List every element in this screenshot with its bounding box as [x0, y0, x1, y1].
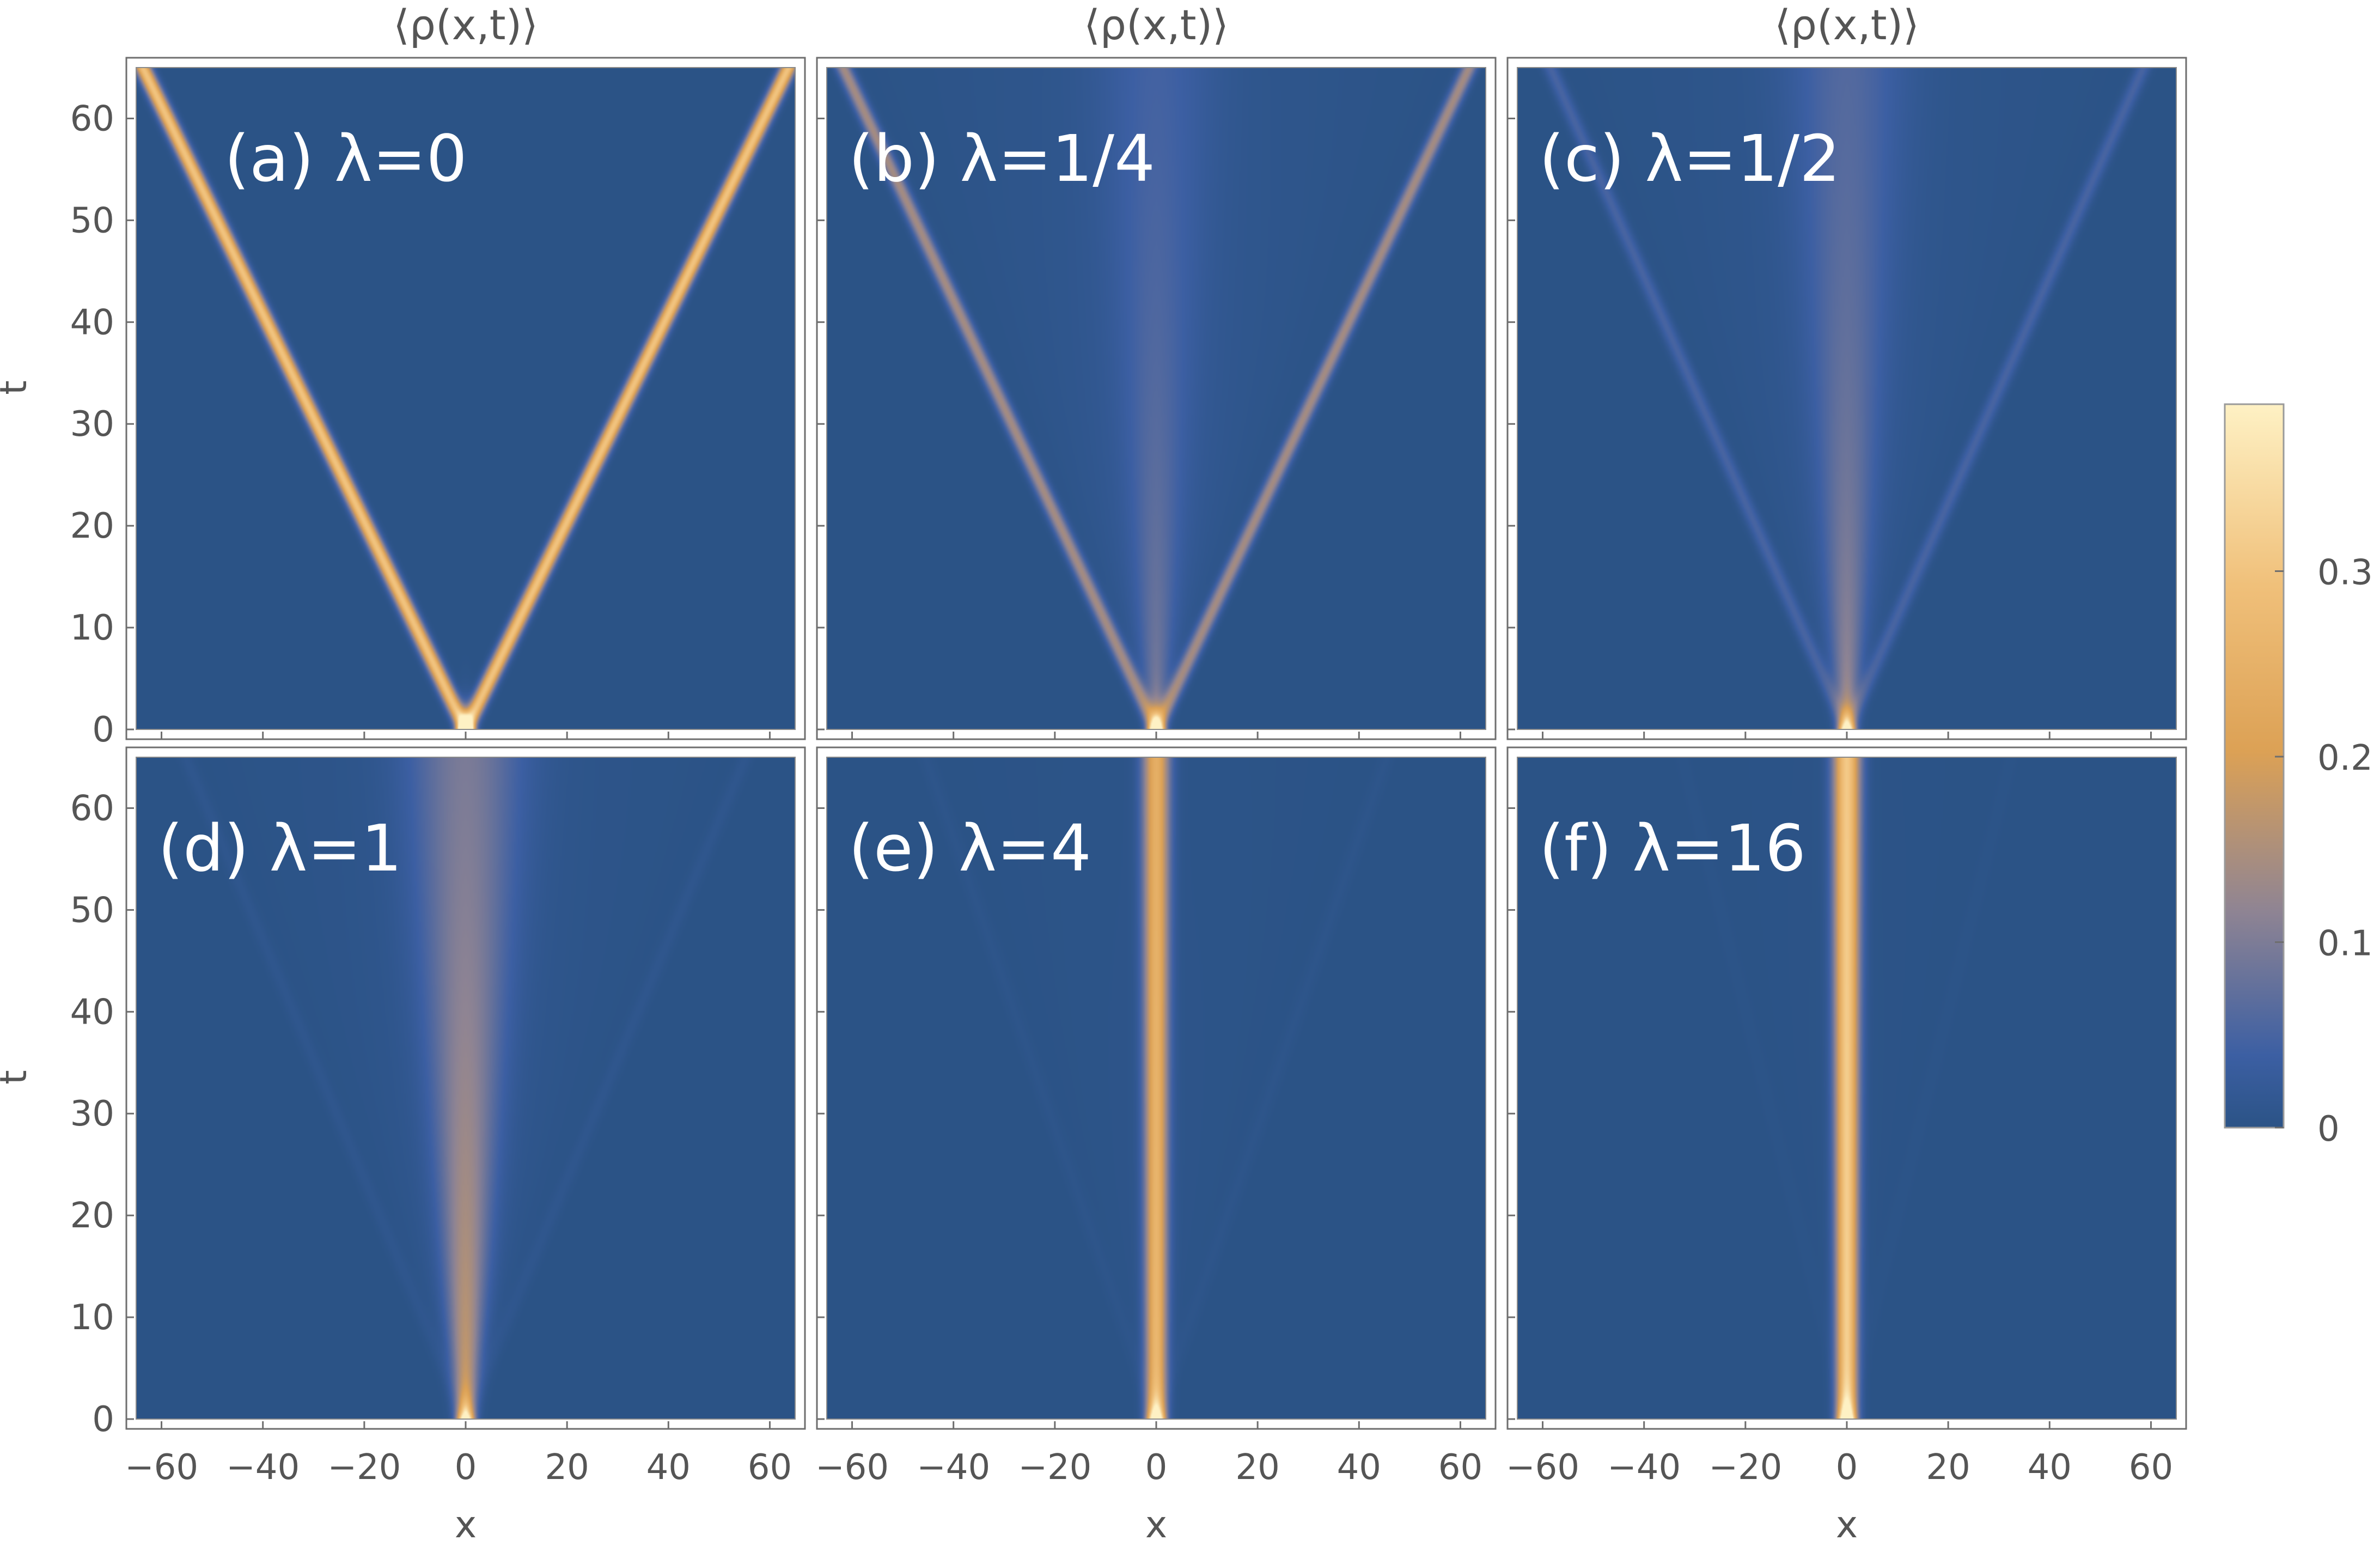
panel-f: −60 −40 −20 0 20 40 60 x (f) λ=16	[1506, 746, 2187, 1546]
y-tick-label: 50	[70, 890, 114, 930]
x-tick-label: 40	[2028, 1447, 2072, 1488]
colorbar-gradient	[2224, 403, 2285, 1129]
y-tick-label: 40	[70, 992, 114, 1032]
x-axis-label: x	[455, 1504, 477, 1546]
plot-area-border	[1517, 67, 2177, 730]
panel-label: (d) λ=1	[158, 811, 402, 886]
panel-e: −60 −40 −20 0 20 40 60 x (e) λ=4	[815, 746, 1497, 1546]
y-tick-label: 50	[70, 200, 114, 241]
x-tick-label: −60	[815, 1447, 889, 1488]
colorbar-tick-label: 0.1	[2317, 923, 2373, 964]
colorbar-tick-label: 0.3	[2317, 552, 2373, 593]
y-tick-label: 40	[70, 302, 114, 343]
y-tick-label: 0	[92, 710, 114, 750]
panel-title: ⟨ρ(x,t)⟩	[1774, 1, 1919, 49]
y-tick-label: 0	[92, 1399, 114, 1440]
x-tick-label: −40	[226, 1447, 300, 1488]
y-tick-label: 20	[70, 1196, 114, 1236]
panel-label: (f) λ=16	[1539, 811, 1806, 886]
panel-d: 0 10 20 30 40 50 60 −60 −40 −20 0 20 40 60 x t (d) λ=1	[0, 746, 806, 1546]
x-tick-label: −20	[327, 1447, 401, 1488]
x-tick-label: 60	[1438, 1447, 1482, 1488]
plot-area-border	[136, 757, 796, 1420]
colorbar: 0 0.1 0.2 0.3	[2224, 403, 2373, 1149]
x-tick-label: 0	[455, 1447, 477, 1488]
y-axis-label: t	[0, 380, 35, 395]
plot-area-border	[826, 67, 1486, 730]
x-tick-label: −60	[125, 1447, 198, 1488]
panels: 0 10 20 30 40 50 60 ⟨ρ(x,t)⟩ t (a) λ=0 ⟨ρ(x,t)⟩ (b)…	[0, 1, 2187, 1546]
y-tick-label: 10	[70, 608, 114, 648]
x-tick-label: 60	[748, 1447, 792, 1488]
x-axis-label: x	[1836, 1504, 1858, 1546]
y-tick-label: 60	[70, 788, 114, 829]
x-tick-label: 20	[545, 1447, 589, 1488]
colorbar-tick-label: 0	[2317, 1109, 2340, 1149]
y-tick-label: 60	[70, 99, 114, 139]
y-tick-label: 30	[70, 1094, 114, 1134]
plot-area-border	[136, 67, 796, 730]
x-tick-label: −40	[1607, 1447, 1681, 1488]
panel-label: (b) λ=1/4	[849, 121, 1155, 196]
heatmap	[1517, 68, 2176, 729]
plot-area-border	[1517, 757, 2177, 1420]
x-tick-label: 0	[1145, 1447, 1168, 1488]
heatmap	[1517, 757, 2176, 1419]
heatmap	[136, 68, 795, 729]
x-tick-label: 0	[1836, 1447, 1858, 1488]
colorbar-tick-label: 0.2	[2317, 738, 2373, 778]
x-tick-label: 40	[1337, 1447, 1381, 1488]
panel-label: (c) λ=1/2	[1539, 121, 1840, 196]
panel-c: ⟨ρ(x,t)⟩ (c) λ=1/2	[1506, 1, 2187, 740]
y-tick-label: 20	[70, 506, 114, 546]
x-tick-label: −20	[1018, 1447, 1091, 1488]
y-tick-label: 10	[70, 1298, 114, 1338]
heatmap	[827, 68, 1486, 729]
x-tick-label: −40	[917, 1447, 990, 1488]
heatmap	[136, 757, 795, 1419]
x-tick-label: 60	[2129, 1447, 2173, 1488]
y-axis-label: t	[0, 1070, 35, 1085]
x-tick-label: −20	[1708, 1447, 1782, 1488]
panel-a: 0 10 20 30 40 50 60 ⟨ρ(x,t)⟩ t (a) λ=0	[0, 1, 806, 750]
plot-area-border	[826, 757, 1486, 1420]
x-axis-label: x	[1145, 1504, 1167, 1546]
x-tick-label: −60	[1506, 1447, 1579, 1488]
x-tick-label: 20	[1235, 1447, 1279, 1488]
panel-label: (a) λ=0	[224, 121, 467, 196]
heatmap	[827, 757, 1486, 1419]
y-tick-label: 30	[70, 404, 114, 445]
panel-b: ⟨ρ(x,t)⟩ (b) λ=1/4	[816, 1, 1497, 740]
panel-label: (e) λ=4	[849, 811, 1091, 886]
panel-title: ⟨ρ(x,t)⟩	[1084, 1, 1229, 49]
panel-title: ⟨ρ(x,t)⟩	[393, 1, 538, 49]
x-tick-label: 40	[646, 1447, 691, 1488]
x-tick-label: 20	[1926, 1447, 1970, 1488]
